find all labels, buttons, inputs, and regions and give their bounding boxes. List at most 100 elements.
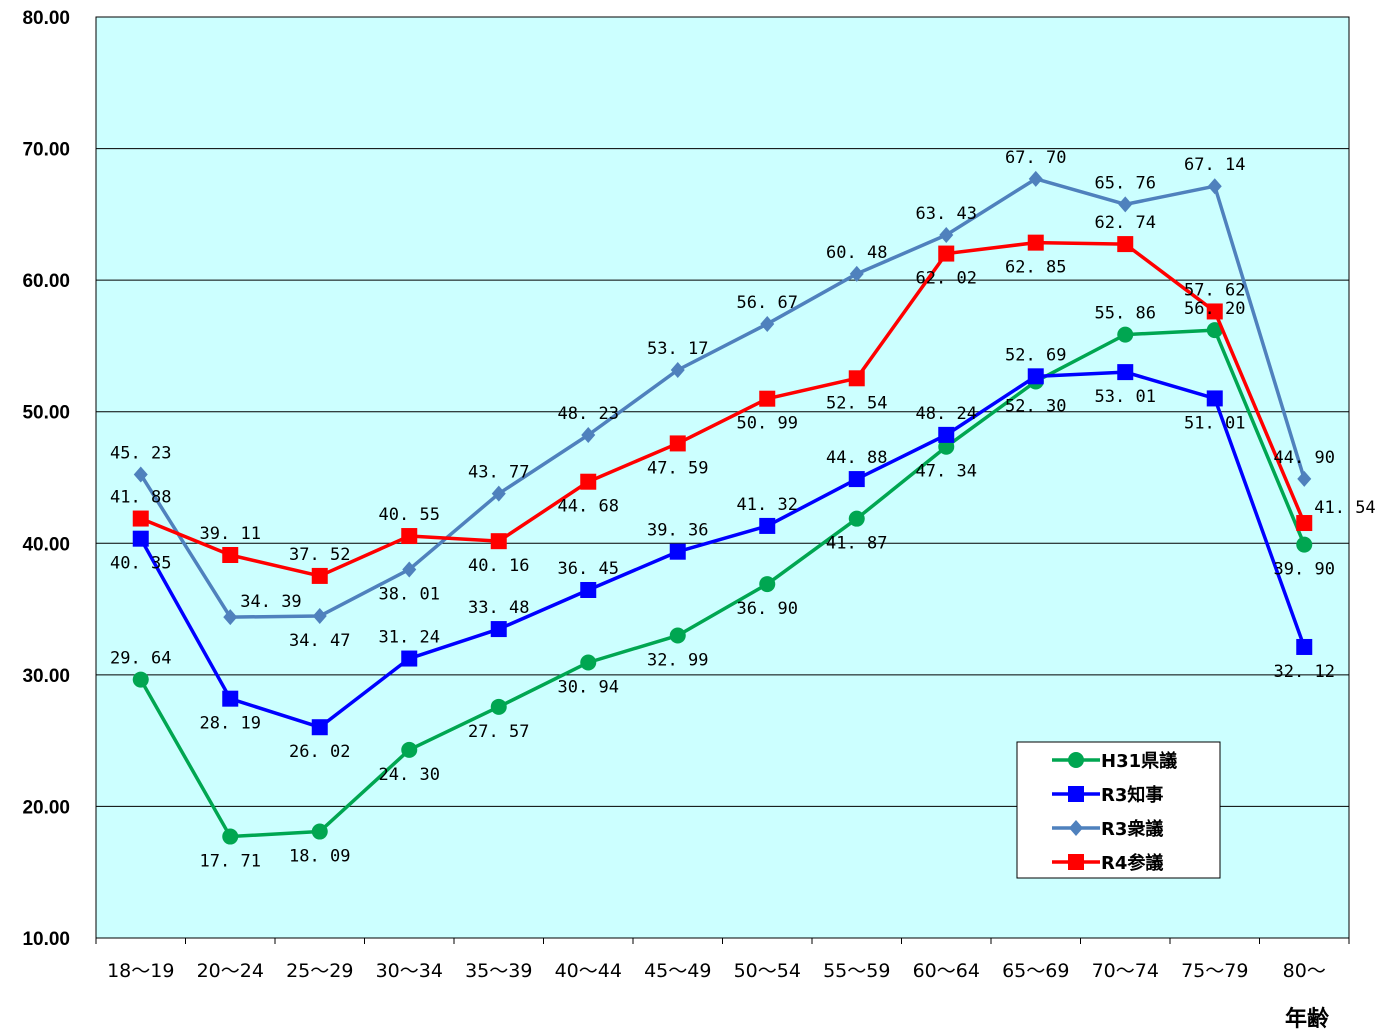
x-tick-label: 30～34 <box>376 960 443 982</box>
data-label: 60. 48 <box>826 243 887 263</box>
data-point <box>222 690 239 707</box>
legend-marker <box>1068 752 1084 768</box>
data-point <box>1207 178 1222 195</box>
series-0 <box>132 322 1313 845</box>
y-tick-label: 30.00 <box>22 666 70 687</box>
legend: H31県議 R3知事 R3衆議 R4参議 <box>1016 741 1221 879</box>
data-label: 31. 24 <box>379 628 440 648</box>
data-label: 24. 30 <box>379 765 440 785</box>
data-point <box>759 390 776 407</box>
data-point <box>491 485 506 502</box>
y-tick-label: 50.00 <box>22 403 70 424</box>
series-line <box>139 177 1306 619</box>
data-point <box>222 546 239 563</box>
legend-entry: R3衆議 <box>1052 818 1163 840</box>
x-axis-title: 年齢 <box>1285 1006 1330 1032</box>
data-point <box>132 530 149 547</box>
data-point <box>1206 322 1223 339</box>
data-label: 41. 87 <box>826 534 887 554</box>
data-point <box>1117 236 1134 253</box>
data-point <box>848 510 865 527</box>
data-label: 44. 68 <box>558 497 619 517</box>
x-tick-label: 50～54 <box>734 960 801 982</box>
y-tick-label: 80.00 <box>22 8 70 29</box>
legend-marker <box>1069 820 1083 836</box>
data-point <box>1297 470 1312 487</box>
data-label: 34. 39 <box>240 592 301 612</box>
data-label: 52. 69 <box>1005 345 1066 365</box>
data-label: 53. 17 <box>647 339 708 359</box>
legend-label: R4参議 <box>1101 852 1163 874</box>
data-point <box>1117 326 1134 343</box>
series-group <box>132 170 1313 845</box>
data-point <box>1028 170 1043 187</box>
data-label: 51. 01 <box>1184 413 1245 433</box>
data-label: 53. 01 <box>1095 387 1156 407</box>
data-label: 56. 20 <box>1184 299 1245 319</box>
data-label: 34. 47 <box>289 631 350 651</box>
data-label: 43. 77 <box>468 463 529 483</box>
data-point <box>759 576 776 593</box>
data-point <box>1206 303 1223 320</box>
data-point <box>1206 390 1223 407</box>
legend-marker <box>1068 786 1084 802</box>
data-point <box>401 741 418 758</box>
data-point <box>311 567 328 584</box>
data-label: 39. 11 <box>200 524 261 544</box>
data-point <box>401 528 418 545</box>
data-label: 39. 36 <box>647 521 708 541</box>
data-label: 44. 90 <box>1274 448 1335 468</box>
data-point <box>580 473 597 490</box>
y-tick-label: 10.00 <box>22 929 70 950</box>
x-tick-label: 70～74 <box>1092 960 1159 982</box>
data-point <box>490 533 507 550</box>
data-point <box>311 719 328 736</box>
data-label: 40. 16 <box>468 556 529 576</box>
y-tick-label: 60.00 <box>22 271 70 292</box>
data-label: 40. 55 <box>379 505 440 525</box>
data-label: 28. 19 <box>200 714 261 734</box>
series-line <box>139 370 1306 729</box>
y-axis-ticks: 10.00 20.00 30.00 40.00 50.00 60.00 70.00 80.00 <box>22 8 70 950</box>
x-tick-label: 65～69 <box>1002 960 1069 982</box>
data-point <box>939 227 954 244</box>
data-point <box>1118 196 1133 213</box>
series-1 <box>132 364 1313 736</box>
y-tick-label: 40.00 <box>22 534 70 555</box>
data-point <box>312 608 327 625</box>
data-label: 26. 02 <box>289 742 350 762</box>
data-point <box>1117 364 1134 381</box>
data-point <box>1296 638 1313 655</box>
data-label: 41. 54 <box>1314 498 1375 518</box>
data-label: 47. 34 <box>916 462 977 482</box>
data-point <box>222 828 239 845</box>
data-label: 48. 23 <box>558 404 619 424</box>
data-point <box>670 362 685 379</box>
data-label: 55. 86 <box>1095 304 1156 324</box>
data-label: 63. 43 <box>916 204 977 224</box>
data-label: 29. 64 <box>110 649 171 669</box>
data-point <box>223 609 238 626</box>
data-labels: 29. 64 17. 71 18. 09 24. 30 27. 57 30. 94 32. … <box>110 148 1376 872</box>
data-point <box>1027 234 1044 251</box>
series-2 <box>133 170 1312 626</box>
data-point <box>311 823 328 840</box>
data-label: 30. 94 <box>558 677 619 697</box>
data-label: 56. 67 <box>737 293 798 313</box>
data-label: 38. 01 <box>379 584 440 604</box>
legend-label: R3衆議 <box>1101 818 1163 840</box>
data-point <box>580 654 597 671</box>
data-label: 45. 23 <box>110 443 171 463</box>
series-line <box>140 240 1306 578</box>
legend-entry: R4参議 <box>1052 852 1163 874</box>
data-point <box>849 265 864 282</box>
data-point <box>401 650 418 667</box>
series-3 <box>132 234 1313 584</box>
legend-box <box>1016 741 1221 879</box>
data-label: 32. 99 <box>647 651 708 671</box>
data-label: 41. 88 <box>110 488 171 508</box>
data-label: 62. 74 <box>1095 213 1156 233</box>
data-label: 18. 09 <box>289 847 350 867</box>
x-tick-label: 25～29 <box>286 960 353 982</box>
x-tick-label: 45～49 <box>644 960 711 982</box>
